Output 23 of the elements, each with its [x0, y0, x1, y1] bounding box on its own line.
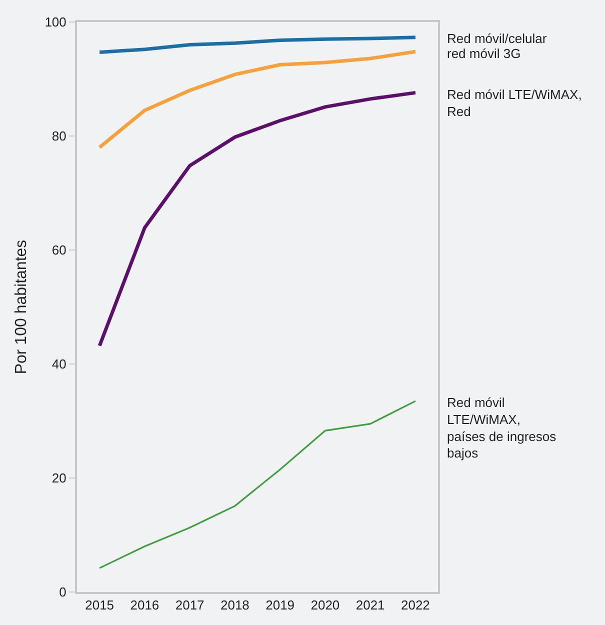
x-tick-label: 2021: [356, 598, 385, 613]
y-tick-label: 80: [52, 128, 66, 144]
x-tick-label: 2017: [175, 598, 204, 613]
line-series: [98, 50, 418, 150]
text: Red móvil LTE/WiMAX, países de ingresos bajos: [447, 395, 557, 461]
x-tick-label: 2022: [400, 598, 430, 613]
y-tick-label: 100: [44, 14, 66, 30]
x-tick-label: 2019: [266, 598, 295, 613]
x-tick-label: 2015: [85, 598, 114, 613]
x-tick-label: 2016: [130, 598, 160, 613]
y-tick-label: 20: [52, 470, 66, 486]
y-tick-label: 40: [52, 356, 66, 372]
line-series: [98, 36, 418, 54]
line-series: [98, 90, 418, 348]
text: Red móvil/celular: [447, 31, 548, 46]
text: red móvil 3G: [447, 46, 521, 61]
text: Red móvil LTE/WiMAX, Red: [447, 87, 582, 119]
x-tick-label: 2018: [220, 598, 250, 613]
y-axis-title: Por 100 habitantes: [13, 240, 30, 374]
x-tick-label: 2020: [310, 598, 340, 613]
line-series: [98, 400, 416, 569]
y-tick-label: 60: [52, 242, 66, 258]
y-tick-label: 0: [59, 584, 66, 600]
